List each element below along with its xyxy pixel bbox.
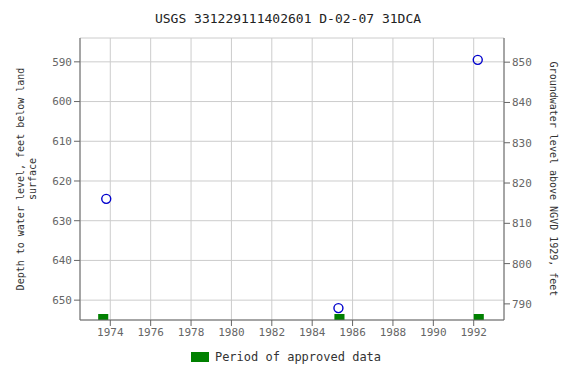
svg-text:1974: 1974 bbox=[97, 326, 124, 339]
svg-text:790: 790 bbox=[512, 298, 532, 311]
svg-text:1990: 1990 bbox=[420, 326, 447, 339]
html-text:USGS 331229111402601 D-02-07 3: USGS 331229111402601 D-02-07 31DCA bbox=[154, 11, 421, 26]
svg-text:850: 850 bbox=[512, 56, 532, 69]
svg-text:640: 640 bbox=[52, 254, 72, 267]
svg-text:Depth to water level, feet bel: Depth to water level, feet below landsur… bbox=[15, 68, 38, 291]
svg-text:820: 820 bbox=[512, 177, 532, 190]
svg-text:620: 620 bbox=[52, 175, 72, 188]
svg-text:1984: 1984 bbox=[299, 326, 326, 339]
svg-text:830: 830 bbox=[512, 137, 532, 150]
svg-text:1976: 1976 bbox=[137, 326, 164, 339]
svg-text:1992: 1992 bbox=[460, 326, 487, 339]
svg-text:1980: 1980 bbox=[218, 326, 245, 339]
svg-text:840: 840 bbox=[512, 96, 532, 109]
svg-text:1982: 1982 bbox=[259, 326, 286, 339]
svg-text:1986: 1986 bbox=[339, 326, 366, 339]
svg-text:610: 610 bbox=[52, 135, 72, 148]
svg-text:800: 800 bbox=[512, 258, 532, 271]
svg-text:590: 590 bbox=[52, 56, 72, 69]
svg-text:810: 810 bbox=[512, 217, 532, 230]
svg-text:600: 600 bbox=[52, 95, 72, 108]
html-text:Period of approved data: Period of approved data bbox=[214, 350, 382, 364]
svg-text:1988: 1988 bbox=[380, 326, 407, 339]
svg-text:630: 630 bbox=[52, 215, 72, 228]
svg-text:1978: 1978 bbox=[178, 326, 205, 339]
svg-text:650: 650 bbox=[52, 294, 72, 307]
svg-text:Groundwater level above NGVD 1: Groundwater level above NGVD 1929, feet bbox=[548, 62, 559, 297]
